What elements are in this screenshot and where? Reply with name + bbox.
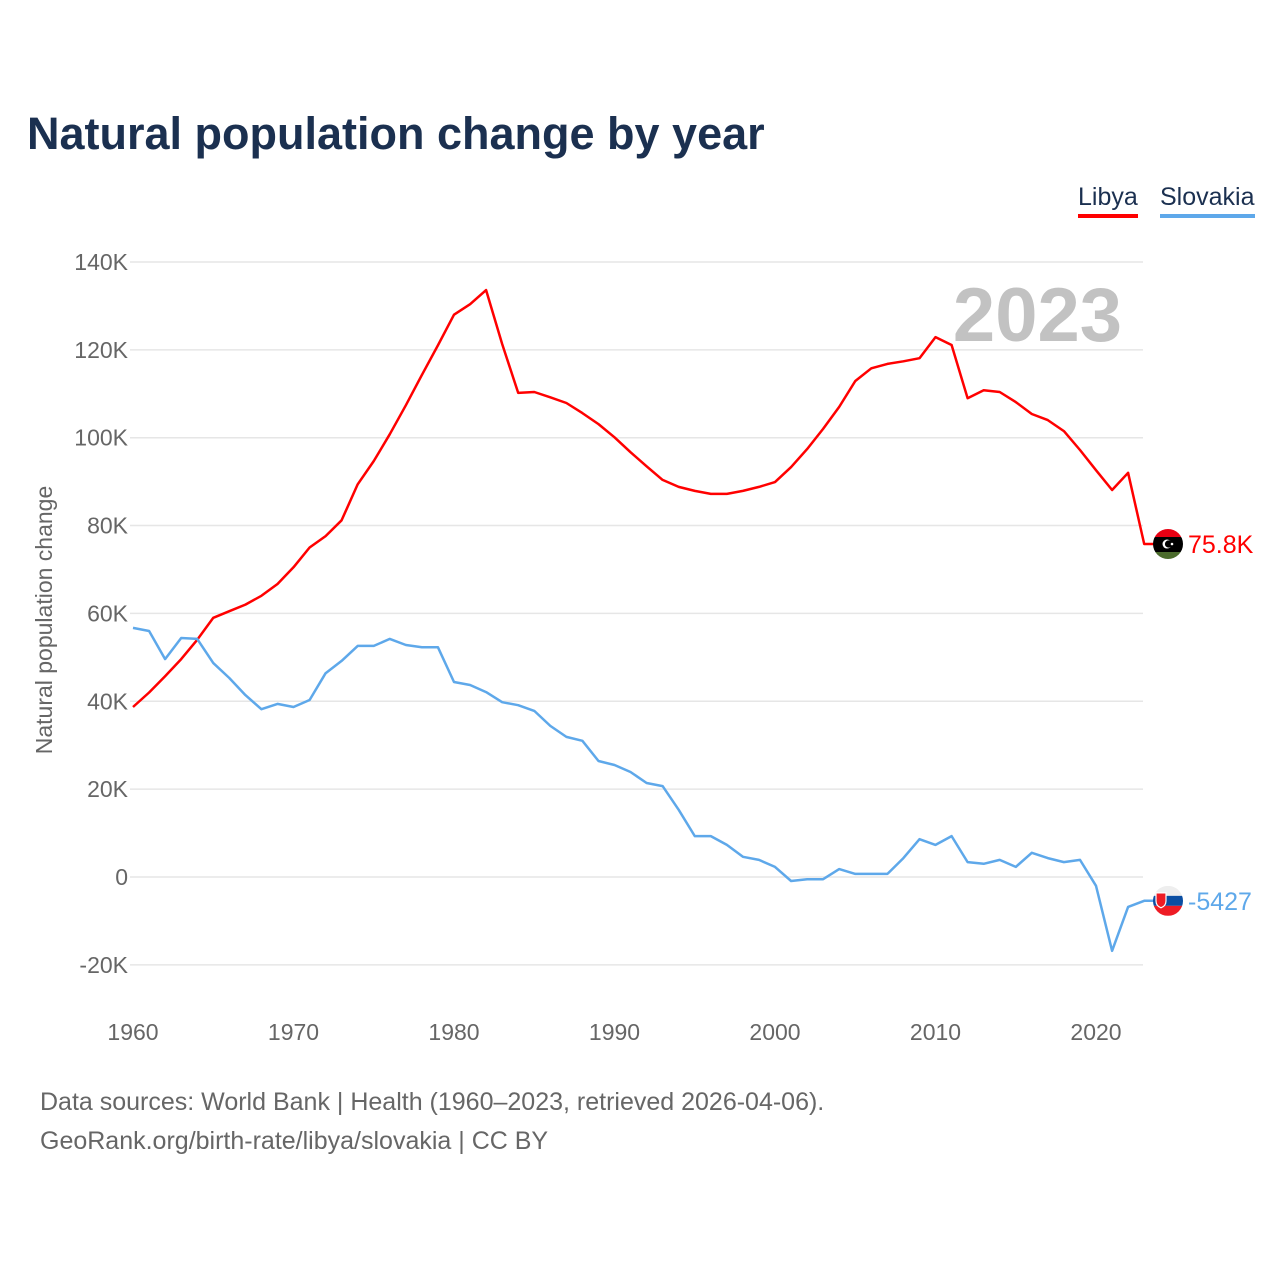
x-tick-label: 2010 bbox=[910, 1019, 961, 1045]
y-tick-label: 60K bbox=[87, 600, 129, 626]
y-axis-label: Natural population change bbox=[31, 486, 57, 755]
end-label-libya: 75.8K bbox=[1188, 531, 1254, 559]
year-watermark: 2023 bbox=[953, 273, 1122, 358]
slovakia-flag-icon bbox=[1153, 885, 1183, 916]
y-tick-label: 120K bbox=[74, 337, 128, 363]
y-tick-label: 100K bbox=[74, 425, 128, 451]
legend-slovakia[interactable]: Slovakia bbox=[1160, 183, 1255, 218]
y-tick-label: 20K bbox=[87, 776, 129, 802]
chart-title: Natural population change by year bbox=[27, 108, 765, 159]
y-tick-label: 40K bbox=[87, 688, 129, 714]
series-line-libya[interactable] bbox=[132, 288, 1157, 708]
footer-link[interactable]: GeoRank.org/birth-rate/libya/slovakia | … bbox=[40, 1127, 549, 1155]
series-line-slovakia[interactable] bbox=[132, 626, 1157, 953]
end-label-slovakia: -5427 bbox=[1188, 888, 1252, 916]
x-tick-label: 1970 bbox=[268, 1019, 319, 1045]
libya-flag-icon bbox=[1153, 529, 1183, 560]
y-tick-label: -20K bbox=[79, 952, 128, 978]
x-tick-label: 2000 bbox=[749, 1019, 800, 1045]
y-tick-label: 80K bbox=[87, 513, 129, 539]
x-tick-label: 1990 bbox=[589, 1019, 640, 1045]
y-tick-label: 0 bbox=[115, 864, 128, 890]
y-tick-label: 140K bbox=[74, 249, 128, 275]
footer-sources: Data sources: World Bank | Health (1960–… bbox=[40, 1088, 825, 1116]
x-tick-label: 2020 bbox=[1070, 1019, 1121, 1045]
x-tick-label: 1960 bbox=[107, 1019, 158, 1045]
legend-libya[interactable]: Libya bbox=[1078, 183, 1138, 218]
x-tick-label: 1980 bbox=[428, 1019, 479, 1045]
